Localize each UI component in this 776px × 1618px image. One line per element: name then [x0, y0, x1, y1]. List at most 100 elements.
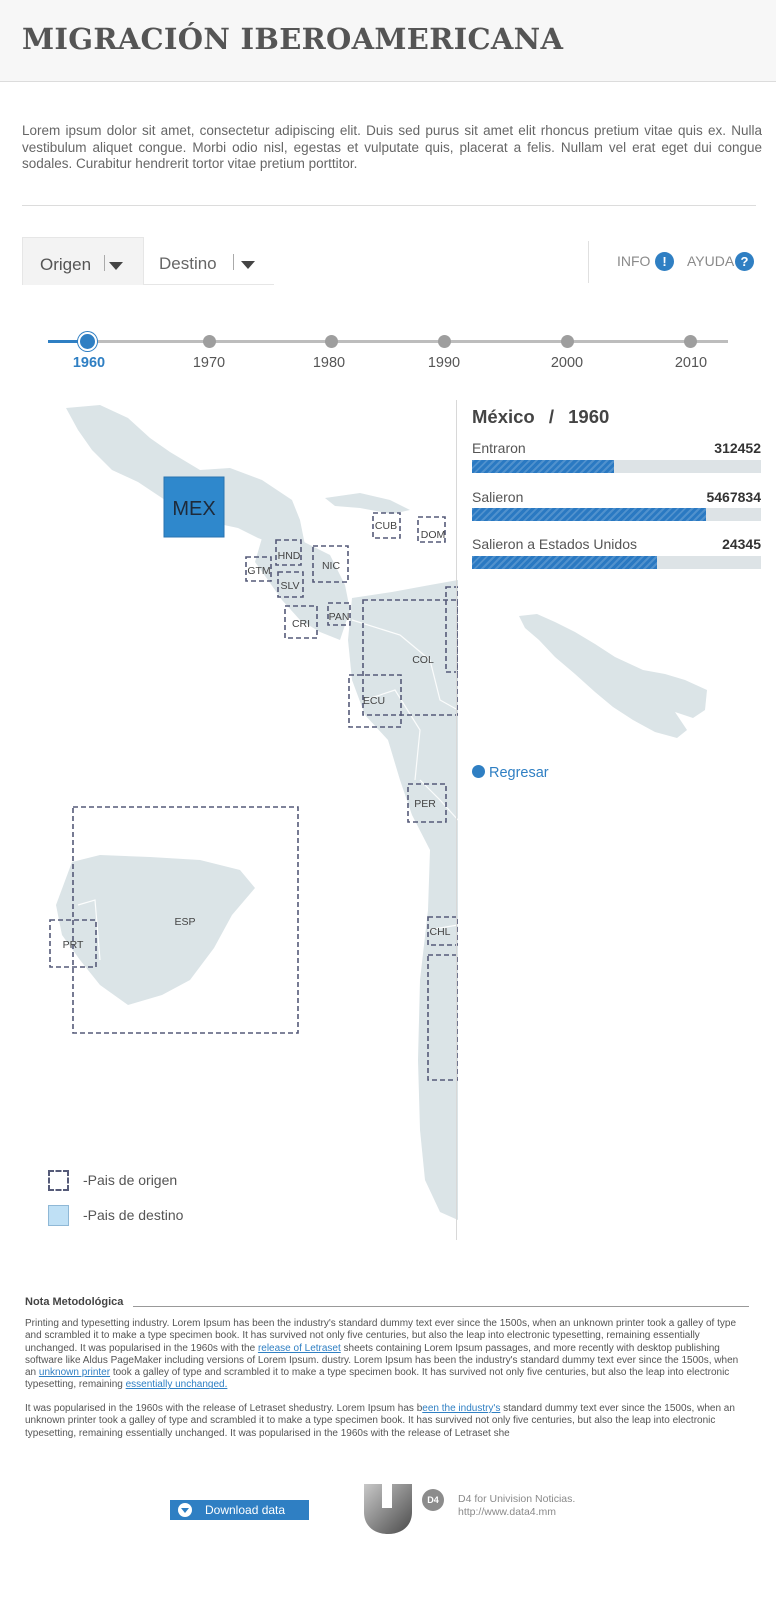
- nota-text: It was popularised in the 1960s with the…: [25, 1403, 423, 1414]
- country-box-chl-south: [427, 954, 458, 1081]
- country-box-slv: [277, 571, 304, 598]
- country-box-chl: [427, 916, 458, 946]
- chevron-down-icon[interactable]: [109, 262, 123, 270]
- nota-link[interactable]: unknown printer: [38, 1367, 111, 1379]
- label-nic: NIC: [322, 560, 341, 572]
- tab-origen[interactable]: Origen: [22, 237, 144, 285]
- panel-divider: [456, 400, 457, 1240]
- stat-value: 312452: [714, 440, 761, 456]
- country-map[interactable]: CUB DOM HND GTM NIC SLV CRI PAN COL ECU …: [0, 395, 458, 1245]
- stat-bar: [472, 460, 761, 473]
- legend-origin-label: -Pais de origen: [83, 1172, 178, 1188]
- stat-bar-fill: [472, 460, 614, 473]
- nota-link[interactable]: essentially unchanged.: [125, 1379, 228, 1391]
- timeline-dot[interactable]: [325, 335, 338, 348]
- label-gtm: GTM: [247, 565, 270, 577]
- nota-heading: Nota Metodológica: [25, 1296, 124, 1308]
- country-box-ecu: [348, 674, 402, 728]
- legend-destination-label: -Pais de destino: [83, 1207, 184, 1223]
- nota-link[interactable]: release of Letraset: [257, 1342, 341, 1354]
- border-line: [351, 619, 458, 711]
- label-hnd: HND: [278, 550, 301, 562]
- nota-text: took a galley of type and scrambled it t…: [25, 1367, 730, 1391]
- timeline-year[interactable]: 1990: [427, 355, 461, 371]
- country-box-pan: [327, 602, 351, 626]
- timeline-year[interactable]: 1960: [72, 355, 106, 371]
- country-box-col: [362, 599, 458, 716]
- tab-destino[interactable]: Destino: [144, 237, 274, 285]
- stat-label: Salieron a Estados Unidos: [472, 536, 637, 552]
- credit: D4 for Univision Noticias. http://www.da…: [458, 1493, 575, 1518]
- back-icon: [472, 765, 485, 778]
- country-box-mex: [163, 476, 225, 538]
- panel-country: México: [472, 406, 535, 427]
- stat-bar-fill: [472, 556, 657, 569]
- nota-paragraph: It was popularised in the 1960s with the…: [25, 1403, 750, 1440]
- nota-text: Printing and typesetting industry. Lorem…: [25, 1318, 737, 1354]
- divider: [22, 205, 756, 206]
- country-box-nic: [312, 545, 349, 583]
- country-box-gtm: [245, 556, 272, 582]
- mexico-silhouette: [519, 614, 707, 738]
- credit-url: http://www.data4.mm: [458, 1505, 557, 1518]
- tab-destino-label: Destino: [159, 254, 217, 273]
- legend-origin-swatch: [48, 1170, 69, 1191]
- label-per: PER: [414, 798, 436, 810]
- timeline-dot[interactable]: [438, 335, 451, 348]
- univision-logo: [364, 1484, 412, 1534]
- nota-text: sheets containing Lorem Ipsum passages, …: [25, 1342, 739, 1379]
- credit-line: D4 for Univision Noticias.: [458, 1493, 576, 1505]
- land-south-america: [348, 580, 458, 1220]
- label-slv: SLV: [280, 580, 299, 592]
- panel-title: México / 1960: [472, 406, 609, 428]
- border-line: [427, 924, 458, 931]
- stat-bar: [472, 556, 761, 569]
- download-label: Download data: [205, 1503, 286, 1517]
- label-dom: DOM: [421, 529, 446, 541]
- ayuda-label[interactable]: AYUDA: [687, 253, 735, 269]
- timeline-track: [48, 340, 728, 343]
- timeline-year[interactable]: 2000: [550, 355, 584, 371]
- nota-divider: [133, 1306, 749, 1307]
- download-icon: [178, 1503, 192, 1517]
- timeline-dot[interactable]: [203, 335, 216, 348]
- info-icon[interactable]: !: [655, 252, 674, 271]
- nota-text: standard dummy text ever since the 1500s…: [25, 1403, 735, 1439]
- stat-value: 24345: [722, 536, 761, 552]
- page-title: MIGRACIÓN IBEROAMERICANA: [22, 22, 564, 56]
- country-box-per: [407, 783, 447, 823]
- download-data-button[interactable]: Download data: [170, 1500, 309, 1520]
- tab-separator: [233, 254, 234, 270]
- timeline-year[interactable]: 2010: [674, 355, 708, 371]
- nota-link[interactable]: een the industry's: [422, 1403, 501, 1414]
- header: MIGRACIÓN IBEROAMERICANA: [0, 0, 776, 82]
- label-cri: CRI: [292, 618, 310, 630]
- help-icon[interactable]: ?: [735, 252, 754, 271]
- timeline-dot[interactable]: [561, 335, 574, 348]
- timeline-handle[interactable]: [78, 332, 97, 351]
- label-esp: ESP: [174, 916, 195, 928]
- timeline-dot[interactable]: [684, 335, 697, 348]
- panel-year: 1960: [568, 406, 610, 427]
- country-box-prt: [49, 919, 97, 968]
- timeline-year[interactable]: 1970: [192, 355, 226, 371]
- back-label: Regresar: [489, 765, 549, 781]
- timeline-year[interactable]: 1980: [312, 355, 346, 371]
- label-prt: PRT: [63, 939, 84, 951]
- border-line: [77, 899, 101, 961]
- tab-separator: [104, 255, 105, 271]
- country-silhouette: [519, 614, 707, 738]
- stat-bar-fill: [472, 508, 707, 521]
- stat-label: Entraron: [472, 440, 526, 456]
- back-link[interactable]: Regresar: [472, 765, 549, 781]
- country-box-cub: [372, 512, 401, 539]
- info-label[interactable]: INFO: [617, 253, 651, 269]
- border-line: [419, 779, 458, 821]
- land-iberia: [56, 855, 255, 1005]
- nota-paragraph: Printing and typesetting industry. Lorem…: [25, 1318, 750, 1392]
- stat-bar: [472, 508, 761, 521]
- intro-text: Lorem ipsum dolor sit amet, consectetur …: [22, 123, 762, 171]
- country-box-dom: [417, 516, 446, 543]
- country-box-hnd: [275, 539, 302, 566]
- chevron-down-icon[interactable]: [241, 261, 255, 269]
